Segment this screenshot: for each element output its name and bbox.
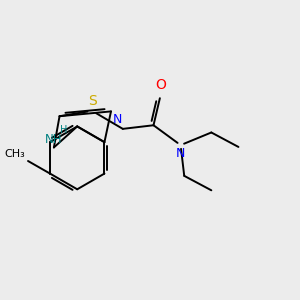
Text: N: N xyxy=(112,113,122,126)
Text: O: O xyxy=(155,78,166,92)
Text: CH₃: CH₃ xyxy=(5,149,26,159)
Text: N: N xyxy=(176,147,185,160)
Text: NH: NH xyxy=(45,133,63,146)
Text: H: H xyxy=(60,125,67,135)
Text: S: S xyxy=(88,94,96,108)
